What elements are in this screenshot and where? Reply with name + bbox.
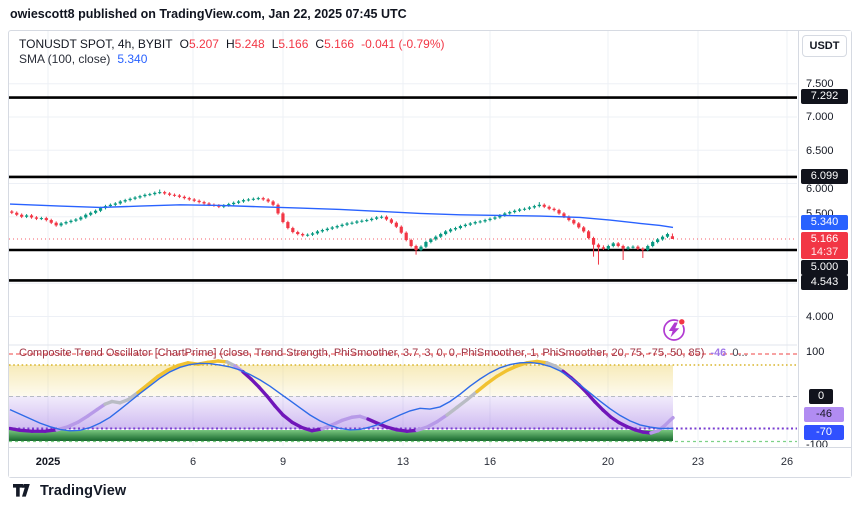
time-axis-label: 20 [601, 456, 615, 468]
price-scale-label: 7.000 [806, 111, 834, 123]
change-value: -0.041 (-0.79%) [361, 37, 445, 51]
tradingview-logo-text: TradingView [40, 483, 127, 499]
time-axis-label: 13 [396, 456, 410, 468]
price-level-badge: 4.543 [801, 275, 848, 290]
time-axis-label: 26 [780, 456, 794, 468]
oscillator-trend-line [9, 359, 675, 435]
price-scale-label: 4.000 [806, 311, 834, 323]
time-axis-label: 9 [279, 456, 287, 468]
sma-line [9, 203, 674, 229]
ohlc-high-label: H [225, 37, 235, 51]
price-scale[interactable]: USDT 7.500 7.000 6.500 6.000 5.500 4.000 100 -1… [798, 31, 851, 447]
oscillator-value-badge: 0 [809, 389, 833, 404]
oscillator-value-badge: -46 [804, 407, 844, 422]
sma-value: 5.340 [117, 52, 148, 66]
sma-legend[interactable]: SMA (100, close) 5.340 [19, 52, 147, 66]
time-axis[interactable]: 2025 6 9 13 16 20 23 26 [9, 447, 851, 477]
currency-toggle-button[interactable]: USDT [802, 35, 847, 57]
price-scale-label: 6.000 [806, 183, 834, 195]
indicator-value: -46 [710, 347, 727, 359]
time-axis-label: 23 [691, 456, 705, 468]
publish-info: owiescott8 published on TradingView.com,… [10, 7, 407, 21]
oscillator-scale-label: 100 [806, 346, 825, 358]
oscillator-signal-line [9, 361, 673, 432]
ohlc-close-value: 5.166 [324, 37, 355, 51]
ohlc-low-label: L [271, 37, 279, 51]
last-price-value: 5.166 [810, 233, 839, 245]
oscillator-scale-label: -100 [806, 439, 829, 447]
chart-canvas [9, 31, 797, 446]
time-axis-label: 2025 [35, 456, 61, 468]
ohlc-open-label: O [179, 37, 189, 51]
tradingview-logo[interactable]: TradingView [12, 483, 126, 499]
price-level-badge: 5.340 [801, 215, 848, 230]
price-level-badge: 6.099 [801, 169, 848, 184]
candles-layer [10, 189, 675, 265]
sma-label: SMA (100, close) [19, 52, 111, 66]
flash-icon[interactable] [663, 318, 686, 341]
ohlc-high-value: 5.248 [234, 37, 265, 51]
symbol-title: TONUSDT SPOT, 4h, BYBIT [19, 37, 173, 51]
time-axis-label: 16 [483, 456, 497, 468]
price-level-badge: 7.292 [801, 89, 848, 104]
oscillator-levels [9, 353, 797, 443]
indicator-legend[interactable]: Composite Trend Oscillator [ChartPrime] … [19, 347, 748, 359]
chart-plot-area[interactable]: TONUSDT SPOT, 4h, BYBIT O5.207 H5.248 L5.16… [9, 31, 798, 447]
symbol-legend[interactable]: TONUSDT SPOT, 4h, BYBIT O5.207 H5.248 L5.16… [19, 37, 444, 51]
bar-countdown: 14:37 [810, 245, 839, 258]
tradingview-icon [13, 484, 30, 497]
ohlc-open-value: 5.207 [188, 37, 219, 51]
price-scale-label: 6.500 [806, 145, 834, 157]
ohlc-close-label: C [315, 37, 325, 51]
indicator-title: Composite Trend Oscillator [ChartPrime] … [19, 347, 705, 359]
last-price-badge: 5.166 14:37 [801, 232, 848, 259]
price-scale-label: 7.500 [806, 78, 834, 90]
price-level-badge: 5.000 [801, 260, 848, 275]
chart-widget: TONUSDT SPOT, 4h, BYBIT O5.207 H5.248 L5.16… [8, 30, 852, 478]
oscillator-value-badge: -70 [804, 425, 844, 440]
price-level-lines [9, 96, 797, 282]
time-axis-label: 6 [189, 456, 197, 468]
indicator-value-2: 0... [732, 347, 748, 359]
ohlc-low-value: 5.166 [278, 37, 309, 51]
